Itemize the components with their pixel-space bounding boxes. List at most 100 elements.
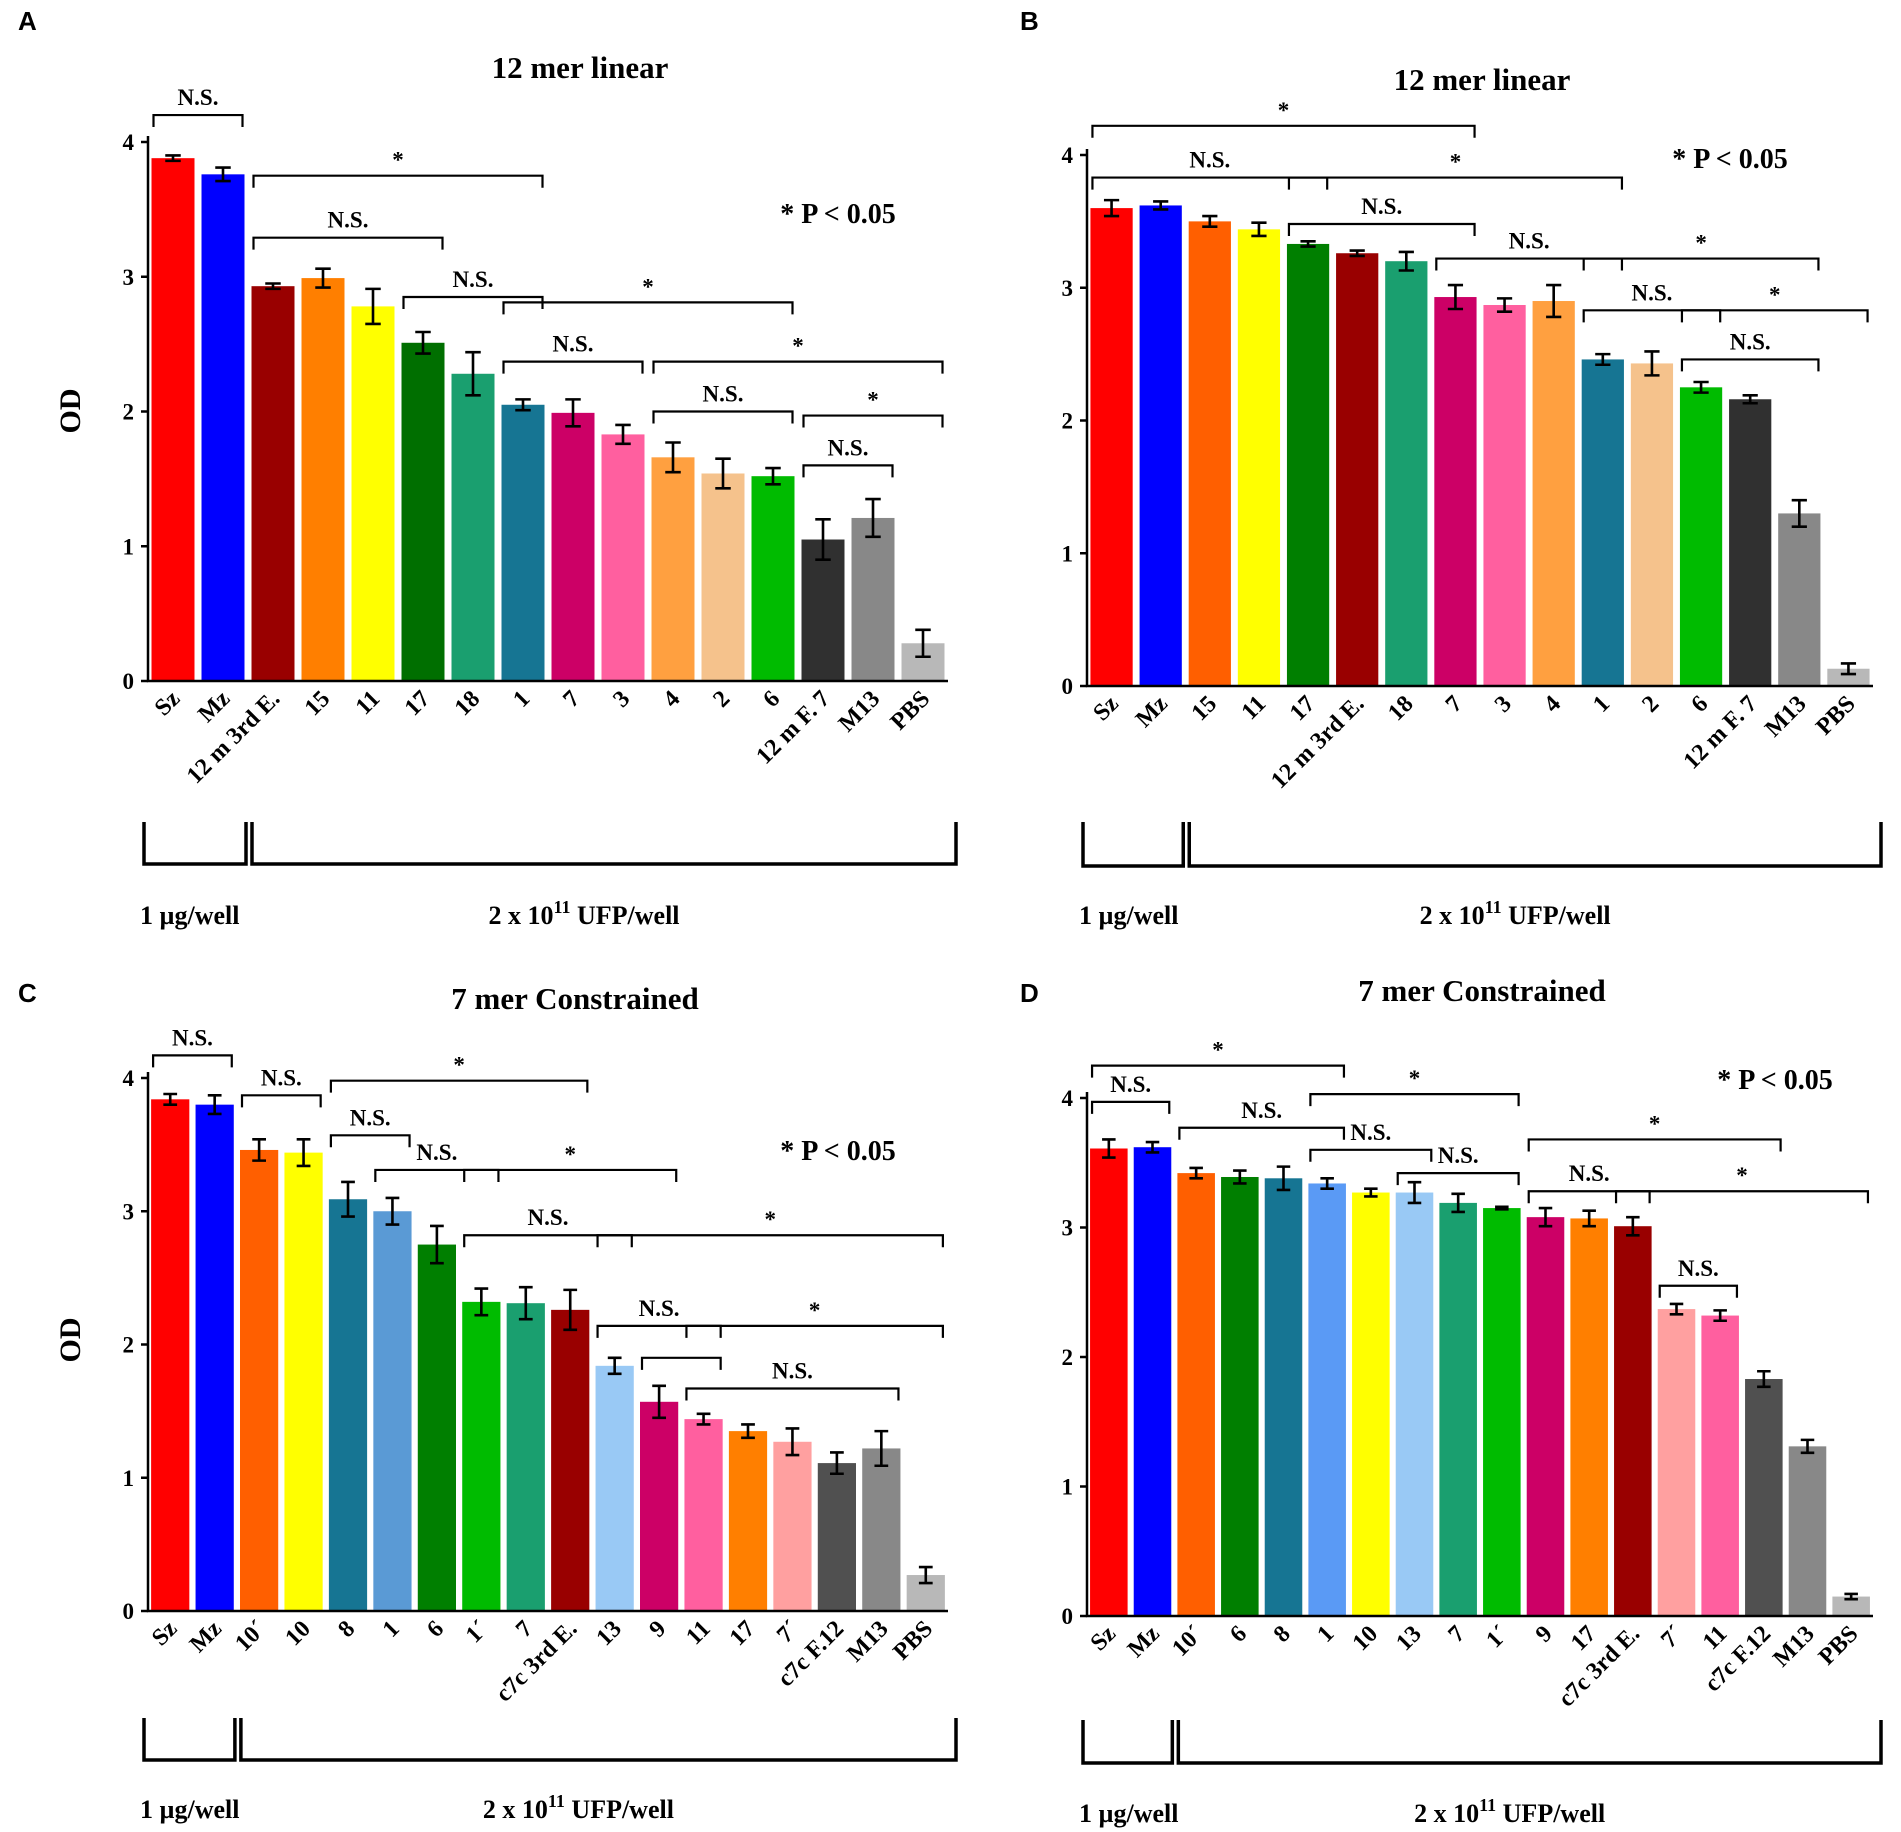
bar [1729,399,1772,686]
error-bar [252,1138,266,1162]
significance-note: * P < 0.05 [780,1136,896,1167]
significance-bracket [1658,1284,1739,1298]
error-bar [1713,1309,1727,1323]
error-bar [296,1138,311,1168]
significance-label: N.S. [261,1065,302,1090]
significance-bracket [802,464,894,478]
group-label-text: 1 µg/well [1079,1799,1178,1828]
y-tick-label: 2 [123,1333,135,1358]
category-label: 9 [1531,1621,1558,1648]
bar [640,1401,679,1611]
significance-label: * [1649,1111,1661,1136]
bar [1581,359,1624,686]
group-label: 2 x 1011 UFP/well [488,897,679,930]
bar [851,517,895,681]
category-label: 8 [333,1616,360,1643]
group-label: 1 µg/well [140,1795,239,1824]
error-bar [607,1356,622,1376]
bar [551,412,595,681]
bar [595,1365,634,1611]
error-bar [515,398,531,412]
y-tick-label: 1 [1062,1475,1074,1500]
category-label: 1´ [461,1616,494,1649]
significance-label: * [1450,150,1462,175]
y-tick-label: 2 [1062,409,1074,434]
error-bar [1844,1592,1858,1601]
y-tick-label: 0 [123,669,135,694]
panel-label: D [1020,978,1039,1008]
error-bar [385,1196,400,1226]
significance-label: N.S. [416,1140,457,1165]
error-bar [1791,498,1807,528]
y-tick-label: 2 [1062,1345,1074,1370]
error-bar [215,166,231,183]
significance-bracket [1527,1138,1782,1152]
error-bar [565,398,581,428]
error-bar [1398,250,1414,272]
category-label: 18 [1383,691,1418,726]
bar [462,1301,501,1611]
chart-title: 12 mer linear [492,50,669,85]
significance-label: * [764,1207,776,1232]
category-label: PBS [1811,691,1861,741]
y-tick-label: 0 [1062,674,1074,699]
significance-note: * P < 0.05 [780,199,896,230]
category-label: 6 [1225,1621,1252,1648]
significance-note: * P < 0.05 [1717,1065,1833,1096]
significance-label: N.S. [1730,329,1771,354]
group-label: 1 µg/well [140,901,239,930]
chart-title: 7 mer Constrained [451,981,698,1016]
bar [1264,1178,1303,1616]
bar [1188,221,1231,686]
error-bar [1669,1302,1684,1316]
group-bracket [1187,822,1883,868]
bar [1679,387,1723,686]
significance-label: N.S. [703,382,744,407]
y-tick-label: 1 [123,534,135,559]
bar [728,1431,768,1611]
category-label: 15 [300,686,335,721]
error-bar [415,330,431,355]
category-label: 10 [1348,1621,1383,1656]
bar [1352,1192,1390,1616]
bar [506,1303,545,1611]
bar [1286,243,1330,686]
bar [1090,1148,1128,1616]
category-label: 2 [708,686,735,713]
significance-label: * [642,274,654,299]
category-label: M13 [1768,1621,1819,1672]
group-label-text: 2 x 10 [1420,901,1485,930]
category-label: 6 [758,686,785,713]
bar [1385,261,1428,686]
bar [862,1448,901,1611]
y-tick-label: 0 [123,1599,135,1624]
error-bar [1251,221,1267,238]
error-bar [1742,393,1758,405]
group-label: 2 x 1011 UFP/well [1414,1795,1605,1828]
significance-label: N.S. [1569,1161,1610,1186]
error-bar [1451,1192,1465,1214]
category-label: Mz [1123,1621,1165,1663]
significance-bracket [1287,222,1476,237]
significance-bracket [1396,1172,1520,1186]
error-bar [1202,214,1218,228]
significance-label: * [564,1142,576,1167]
error-bar [365,287,381,326]
group-label-text: 1 µg/well [1079,901,1178,930]
significance-bracket [329,1079,589,1093]
bar [1532,301,1575,686]
y-tick-label: 3 [1062,1216,1074,1241]
significance-label: * [1409,1066,1421,1091]
bar [1701,1315,1739,1616]
bar [151,1099,190,1611]
bar [651,457,695,681]
category-label: 2 [1637,691,1664,718]
category-label: 17 [400,686,435,721]
group-label-text: 1 µg/well [140,1795,239,1824]
error-bar [1103,198,1120,218]
bar [417,1244,456,1611]
bar [501,404,545,681]
category-label: 1 [1313,1621,1340,1648]
error-bar [715,457,731,490]
panel-label: A [18,6,37,36]
